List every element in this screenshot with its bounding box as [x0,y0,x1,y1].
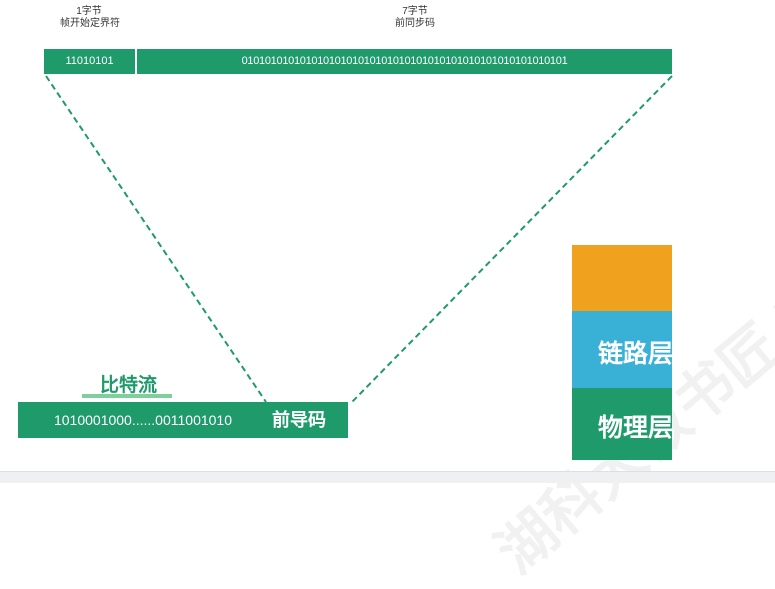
upper-layer-block [572,245,672,311]
bitstream-title: 比特流 [100,375,158,396]
preamble-size-label: 7字节 [402,6,428,17]
physical-layer-label: 物理层 [598,414,672,442]
connector-right-line [351,75,673,403]
preamble-tag: 前导码 [272,410,326,430]
sfd-size-label: 1字节 [76,6,102,17]
sfd-bits-field: 11010101 [44,49,135,74]
bitstream-bits: 1010001000......0011001010 [53,412,233,428]
bitstream-title-underline [82,394,172,398]
zoom-connector-lines [45,75,673,403]
sfd-name-label: 帧开始定界符 [60,18,120,29]
preamble-bits-field: 0101010101010101010101010101010101010101… [137,49,672,74]
bitstream-bar: 1010001000......0011001010 前导码 [18,402,348,438]
physical-layer-block: 物理层 [572,388,672,460]
bottom-strip [0,471,775,483]
preamble-name-label: 前同步码 [395,18,435,29]
link-layer-label: 链路层 [598,340,672,368]
link-layer-block: 链路层 [572,311,672,388]
connector-left-line [45,75,267,403]
